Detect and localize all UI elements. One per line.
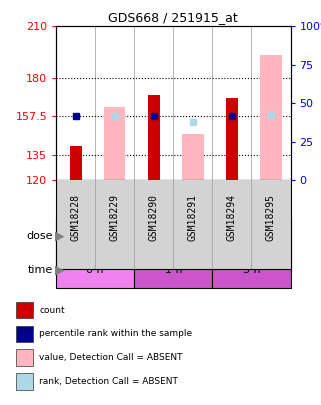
Text: ▶: ▶ xyxy=(55,264,64,277)
Text: count: count xyxy=(39,305,65,315)
Text: 0.1 uM IAA: 0.1 uM IAA xyxy=(182,231,242,241)
Bar xyxy=(182,134,204,180)
Bar xyxy=(260,55,282,180)
Text: dose: dose xyxy=(26,231,53,241)
Text: value, Detection Call = ABSENT: value, Detection Call = ABSENT xyxy=(39,353,183,362)
Text: time: time xyxy=(28,265,53,275)
Text: GSM18294: GSM18294 xyxy=(227,194,237,241)
Text: untreated: untreated xyxy=(68,231,123,241)
Bar xyxy=(104,107,126,180)
Text: ▶: ▶ xyxy=(55,229,64,243)
Bar xyxy=(134,219,291,253)
Bar xyxy=(16,326,33,342)
Bar xyxy=(134,253,213,288)
Text: percentile rank within the sample: percentile rank within the sample xyxy=(39,329,193,338)
Bar xyxy=(16,349,33,366)
Bar xyxy=(213,253,291,288)
Text: GSM18228: GSM18228 xyxy=(71,194,81,241)
Bar xyxy=(148,95,160,180)
Text: 1 h: 1 h xyxy=(165,265,182,275)
Text: GSM18291: GSM18291 xyxy=(188,194,198,241)
Text: GSM18229: GSM18229 xyxy=(110,194,120,241)
Bar xyxy=(70,146,82,180)
Text: rank, Detection Call = ABSENT: rank, Detection Call = ABSENT xyxy=(39,377,178,386)
Text: GSM18290: GSM18290 xyxy=(149,194,159,241)
Title: GDS668 / 251915_at: GDS668 / 251915_at xyxy=(108,11,238,24)
Text: 0 h: 0 h xyxy=(86,265,104,275)
Bar xyxy=(16,373,33,390)
Bar xyxy=(16,302,33,318)
Text: 3 h: 3 h xyxy=(243,265,260,275)
Bar xyxy=(226,98,238,180)
Bar xyxy=(56,253,134,288)
Text: GSM18295: GSM18295 xyxy=(266,194,276,241)
Bar xyxy=(56,219,134,253)
